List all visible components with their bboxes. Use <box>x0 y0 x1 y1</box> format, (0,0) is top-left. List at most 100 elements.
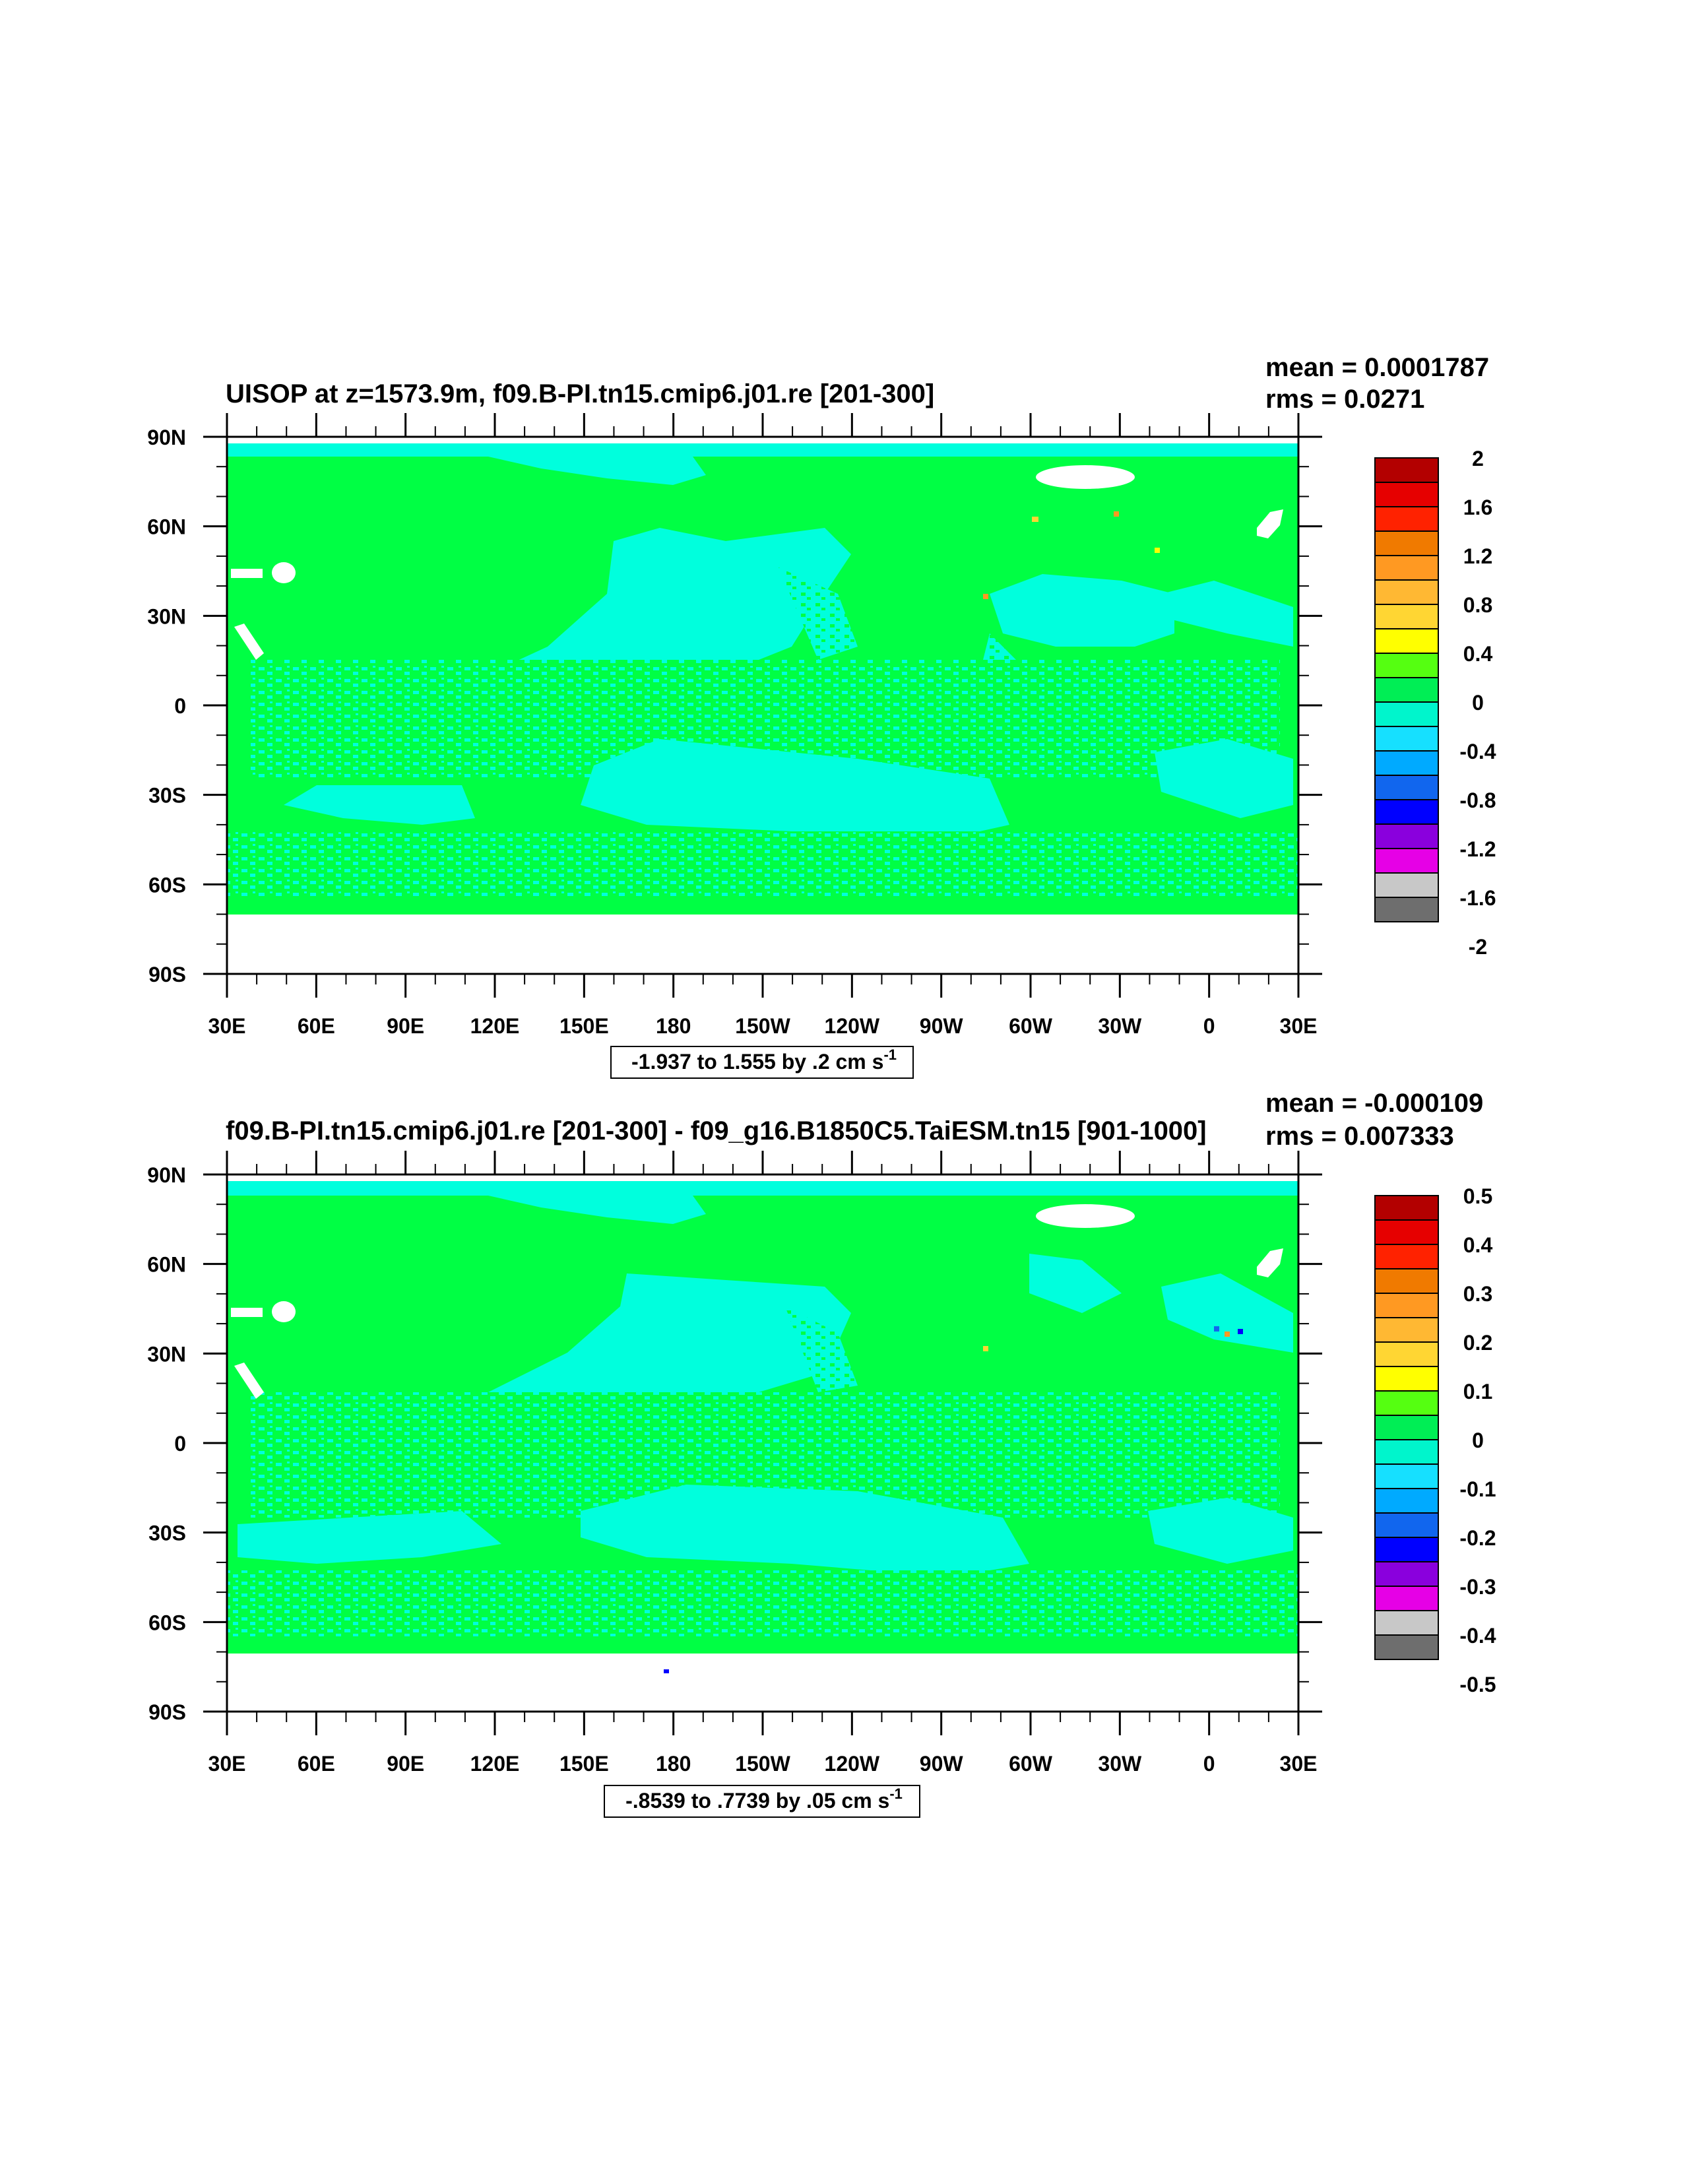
colorbar-swatch <box>1374 848 1439 874</box>
lat-tick-label: 60S <box>148 1611 186 1634</box>
colorbar-label: 2 <box>1472 447 1484 470</box>
colorbar-swatch <box>1374 1439 1439 1465</box>
colorbar-label: -0.1 <box>1459 1477 1496 1501</box>
lon-tick-label: 90E <box>387 1014 424 1038</box>
lon-tick-label: 150W <box>735 1014 790 1038</box>
lon-tick-label: 30E <box>1280 1014 1318 1038</box>
lon-tick-label: 90W <box>920 1014 964 1038</box>
lon-tick-label: 30E <box>208 1752 246 1776</box>
colorbar-swatch <box>1374 701 1439 727</box>
panel-2-rms: rms = 0.007333 <box>1265 1122 1454 1151</box>
colorbar-label: -1.6 <box>1459 886 1496 910</box>
colorbar-swatch <box>1374 1537 1439 1562</box>
lon-tick-label: 30W <box>1098 1752 1142 1776</box>
colorbar-swatch <box>1374 726 1439 752</box>
lon-tick-label: 150W <box>735 1752 790 1776</box>
lat-tick-label: 60N <box>147 515 186 539</box>
colorbar-swatch <box>1374 579 1439 605</box>
lat-tick-label: 30S <box>148 1522 186 1545</box>
colorbar-label: 0.2 <box>1463 1331 1492 1355</box>
panel-2-colorbar: 0.5 0.4 0.3 0.2 0.1 0 -0.1 -0.2 -0.3 -0.4 -0.5 <box>1374 1184 1496 1696</box>
lon-tick-label: 30E <box>1280 1752 1318 1776</box>
panel-1-mean: mean = 0.0001787 <box>1265 353 1489 382</box>
colorbar-swatch <box>1374 1293 1439 1318</box>
lon-tick-label: 120E <box>470 1014 520 1038</box>
colorbar-swatch <box>1374 482 1439 507</box>
panel-2-title: f09.B-PI.tn15.cmip6.j01.re [201-300] - f… <box>226 1116 1207 1145</box>
colorbar-swatch <box>1374 750 1439 776</box>
colorbar-swatch <box>1374 1512 1439 1538</box>
colorbar-swatch <box>1374 1415 1439 1440</box>
colorbar-swatch <box>1374 897 1439 922</box>
lat-tick-label: 60S <box>148 873 186 897</box>
panel-1-axes: 90N 60N 30N 0 30S 60S 90S 30E 60E 90E 120E 150E 180 1… <box>147 413 1322 1038</box>
lon-tick-label: 60W <box>1009 1752 1053 1776</box>
lon-tick-label: 90E <box>387 1752 424 1776</box>
colorbar-label: -2 <box>1469 935 1487 959</box>
lon-tick-label: 120E <box>470 1752 520 1776</box>
colorbar-label: 0 <box>1472 691 1484 715</box>
colorbar-swatch <box>1374 677 1439 703</box>
colorbar-swatch <box>1374 1195 1439 1221</box>
colorbar-swatch <box>1374 506 1439 532</box>
colorbar-swatch <box>1374 1317 1439 1343</box>
colorbar-swatch <box>1374 1244 1439 1269</box>
colorbar-swatch <box>1374 1366 1439 1392</box>
colorbar-swatch <box>1374 775 1439 800</box>
lat-tick-label: 90N <box>147 1163 186 1187</box>
colorbar-swatch <box>1374 1268 1439 1294</box>
colorbar-swatch <box>1374 628 1439 654</box>
panel-1-map <box>227 443 1298 941</box>
colorbar-label: 0.3 <box>1463 1282 1492 1306</box>
lat-tick-label: 0 <box>174 1432 186 1456</box>
lon-tick-label: 120W <box>825 1752 880 1776</box>
colorbar-swatch <box>1374 1610 1439 1636</box>
lon-tick-label: 30W <box>1098 1014 1142 1038</box>
colorbar-label: -0.4 <box>1459 1624 1496 1648</box>
colorbar-label: 0.1 <box>1463 1380 1492 1403</box>
colorbar-swatch <box>1374 1586 1439 1611</box>
lat-tick-label: 30N <box>147 604 186 628</box>
colorbar-label: -1.2 <box>1459 837 1496 861</box>
colorbar-label: -0.3 <box>1459 1575 1496 1599</box>
panel-1: UISOP at z=1573.9m, f09.B-PI.tn15.cmip6.… <box>147 353 1496 1079</box>
colorbar-label: -0.2 <box>1459 1526 1496 1550</box>
colorbar-swatch <box>1374 604 1439 629</box>
lat-tick-label: 30S <box>148 784 186 808</box>
panel-1-range-label: -1.937 to 1.555 by .2 cm s-1 <box>631 1046 897 1074</box>
colorbar-swatch <box>1374 1634 1439 1660</box>
colorbar-label: -0.5 <box>1459 1673 1496 1696</box>
panel-2-range-label: -.8539 to .7739 by .05 cm s-1 <box>625 1785 903 1813</box>
colorbar-swatch <box>1374 555 1439 581</box>
colorbar-swatch <box>1374 1390 1439 1416</box>
lon-tick-label: 0 <box>1203 1752 1215 1776</box>
panel-2: f09.B-PI.tn15.cmip6.j01.re [201-300] - f… <box>147 1089 1496 1818</box>
colorbar-swatch <box>1374 1463 1439 1489</box>
panel-1-range-box <box>610 1046 914 1079</box>
colorbar-swatch <box>1374 530 1439 556</box>
colorbar-swatch <box>1374 823 1439 849</box>
colorbar-label: 0 <box>1472 1429 1484 1452</box>
lon-tick-label: 90W <box>920 1752 964 1776</box>
colorbar-swatch <box>1374 799 1439 825</box>
lat-tick-label: 90N <box>147 426 186 449</box>
lon-tick-label: 180 <box>656 1014 691 1038</box>
colorbar-swatch <box>1374 1341 1439 1367</box>
colorbar-swatch <box>1374 1561 1439 1587</box>
lon-tick-label: 180 <box>656 1752 691 1776</box>
colorbar-label: -0.4 <box>1459 740 1496 763</box>
colorbar-label: 0.5 <box>1463 1184 1492 1208</box>
panel-1-rms: rms = 0.0271 <box>1265 385 1424 414</box>
colorbar-label: -0.8 <box>1459 788 1496 812</box>
panel-2-range-box <box>604 1785 920 1818</box>
lat-tick-label: 30N <box>147 1342 186 1366</box>
lon-tick-label: 60E <box>298 1752 335 1776</box>
panel-1-colorbar: 2 1.6 1.2 0.8 0.4 0 -0.4 -0.8 -1.2 -1.6 -2 <box>1374 447 1496 959</box>
colorbar-swatch <box>1374 457 1439 483</box>
colorbar-label: 0.4 <box>1463 1233 1493 1257</box>
colorbar-label: 0.8 <box>1463 593 1492 617</box>
lon-tick-label: 60E <box>298 1014 335 1038</box>
panel-2-mean: mean = -0.000109 <box>1265 1089 1483 1118</box>
lon-tick-label: 120W <box>825 1014 880 1038</box>
